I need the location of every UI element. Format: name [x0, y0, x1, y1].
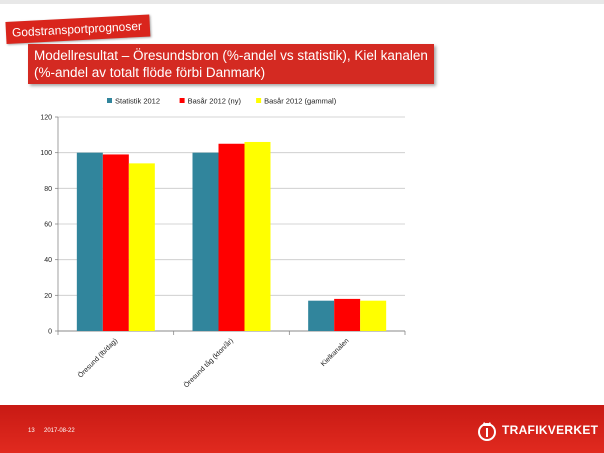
logo-text: TRAFIKVERKET: [502, 423, 599, 437]
trafikverket-logo: TRAFIKVERKET: [476, 419, 598, 441]
bar-1-2: [244, 141, 271, 331]
slide-top-bar: [0, 0, 604, 4]
bar-1-0: [192, 152, 219, 331]
bar-0-2: [128, 163, 155, 331]
legend-label-2: Basår 2012 (gammal): [264, 97, 337, 106]
slide-date: 2017-08-22: [44, 428, 75, 434]
y-tick-label-60: 60: [44, 222, 52, 229]
y-tick-label-120: 120: [40, 115, 52, 122]
x-category-label-0: Öresund (lb/dag): [76, 337, 119, 380]
bar-chart: Statistik 2012 Basår 2012 (ny) Basår 2012 …: [40, 97, 406, 390]
legend-swatch-0: [107, 98, 112, 103]
section-title-tab: Godstransportprognoser: [5, 14, 151, 44]
slide-footer: 13 2017-08-22 TRAFIKVERKET: [0, 405, 604, 453]
bar-0-0: [76, 152, 103, 331]
chart-legend: Statistik 2012 Basår 2012 (ny) Basår 2012 …: [107, 97, 337, 106]
y-axis-ticks: 0 20 40 60 80 100 120: [40, 115, 59, 336]
y-tick-label-0: 0: [48, 329, 52, 336]
legend-label-0: Statistik 2012: [115, 97, 160, 106]
slide-title-line-1: Modellresultat – Öresundsbron (%-andel v…: [34, 48, 428, 63]
chart-bars: [76, 141, 387, 331]
x-axis: Öresund (lb/dag) Öresund tåg (kton/år) Kie…: [57, 331, 406, 390]
y-tick-label-80: 80: [44, 186, 52, 193]
legend-swatch-2: [256, 98, 262, 103]
y-tick-label-100: 100: [40, 150, 52, 157]
legend-label-1: Basår 2012 (ny): [188, 97, 242, 106]
page-number: 13: [28, 428, 35, 434]
bar-2-2: [360, 300, 387, 331]
slide-title-line-2: (%-andel av totalt flöde förbi Danmark): [34, 65, 266, 80]
bar-2-0: [308, 300, 335, 331]
legend-swatch-1: [179, 98, 185, 103]
y-tick-label-20: 20: [44, 293, 52, 300]
bar-2-1: [334, 298, 361, 331]
x-category-label-1: Öresund tåg (kton/år): [182, 337, 235, 390]
x-category-label-2: Kielkanalen: [320, 337, 351, 368]
y-tick-label-40: 40: [44, 257, 52, 264]
slide-title: Modellresultat – Öresundsbron (%-andel v…: [28, 44, 434, 84]
bar-0-1: [102, 154, 129, 331]
bar-1-1: [218, 143, 245, 331]
crown-emblem-icon: [478, 422, 496, 441]
